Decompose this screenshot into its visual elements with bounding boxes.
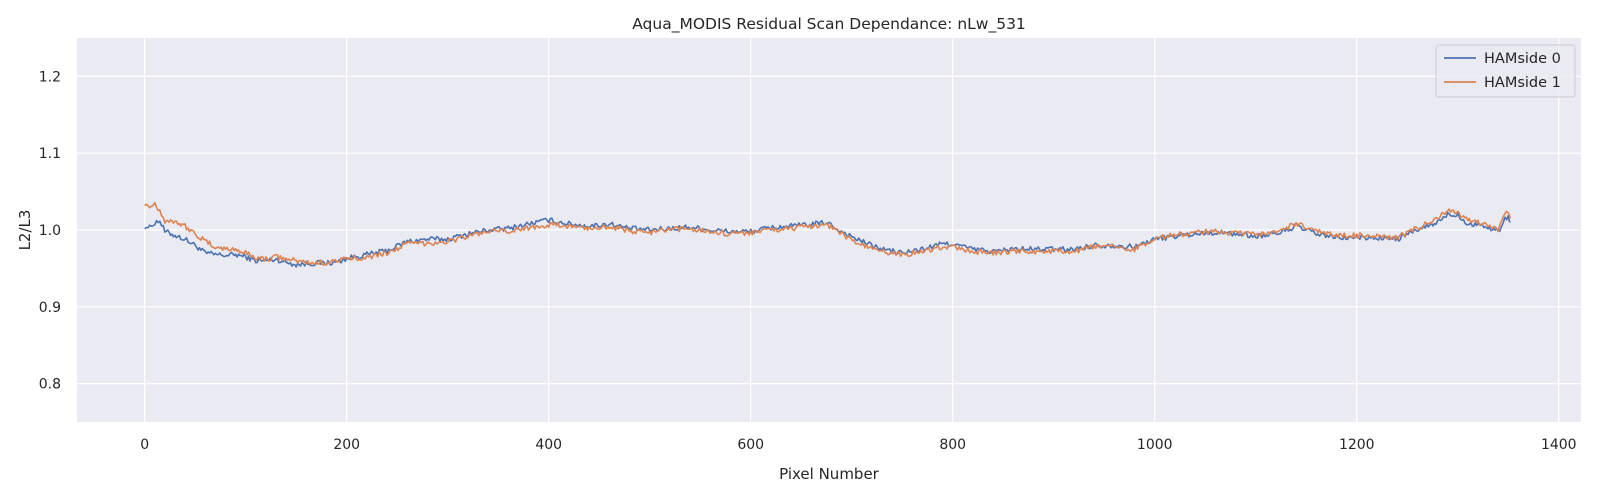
y-tick-label: 1.2 [39, 69, 61, 85]
x-tick-label: 200 [333, 437, 360, 453]
x-tick-label: 1000 [1137, 437, 1173, 453]
legend-label-hamside-0: HAMside 0 [1484, 51, 1561, 67]
x-tick-label: 0 [140, 437, 149, 453]
x-tick-label: 1200 [1339, 437, 1375, 453]
series-line-hamside-1 [144, 201, 1512, 266]
y-tick-label: 0.8 [39, 377, 61, 393]
x-tick-labels: 0 200 400 600 800 1000 1200 1400 [140, 437, 1576, 453]
y-axis-label: L2/L3 [16, 210, 34, 251]
y-tick-label: 1.1 [39, 146, 61, 162]
chart-title: Aqua_MODIS Residual Scan Dependance: nLw… [632, 15, 1026, 34]
y-tick-labels: 0.8 0.9 1.0 1.1 1.2 [39, 69, 61, 392]
legend: HAMside 0 HAMside 1 [1435, 44, 1576, 98]
series-layer [144, 201, 1512, 268]
x-axis-label: Pixel Number [779, 465, 880, 483]
legend-label-hamside-1: HAMside 1 [1484, 75, 1561, 91]
x-tick-label: 800 [939, 437, 966, 453]
x-tick-label: 400 [535, 437, 562, 453]
y-tick-label: 0.9 [39, 300, 61, 316]
x-tick-label: 600 [737, 437, 764, 453]
x-tick-label: 1400 [1541, 437, 1577, 453]
grid-lines [77, 38, 1581, 422]
y-tick-label: 1.0 [39, 223, 61, 239]
